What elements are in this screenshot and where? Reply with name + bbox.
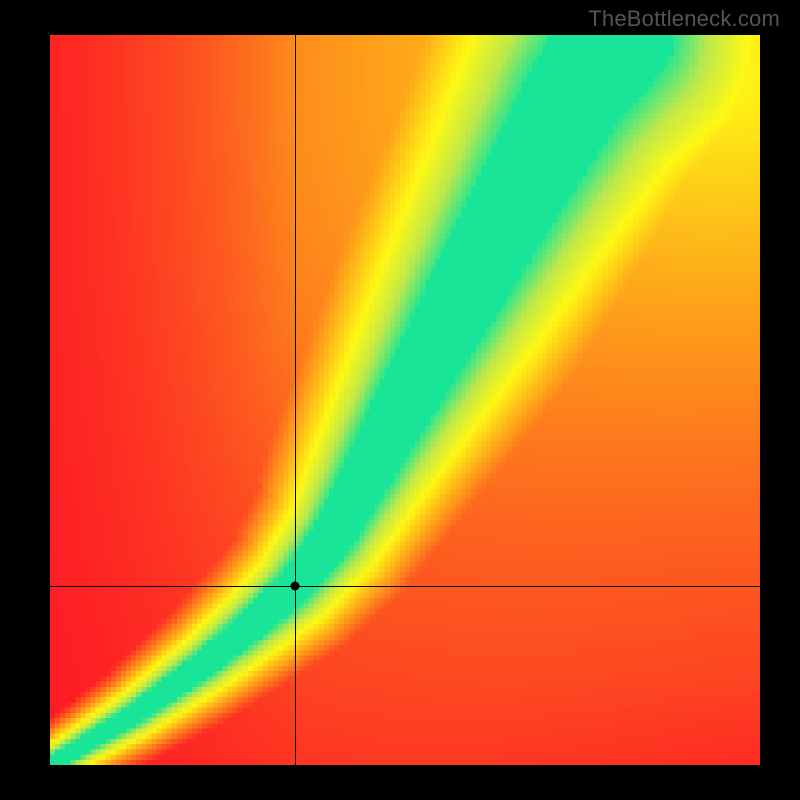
crosshair-horizontal xyxy=(50,586,760,587)
plot-area xyxy=(50,35,760,765)
crosshair-vertical xyxy=(295,35,296,765)
crosshair-marker xyxy=(290,582,299,591)
heatmap-canvas xyxy=(50,35,760,765)
watermark-text: TheBottleneck.com xyxy=(588,6,780,32)
